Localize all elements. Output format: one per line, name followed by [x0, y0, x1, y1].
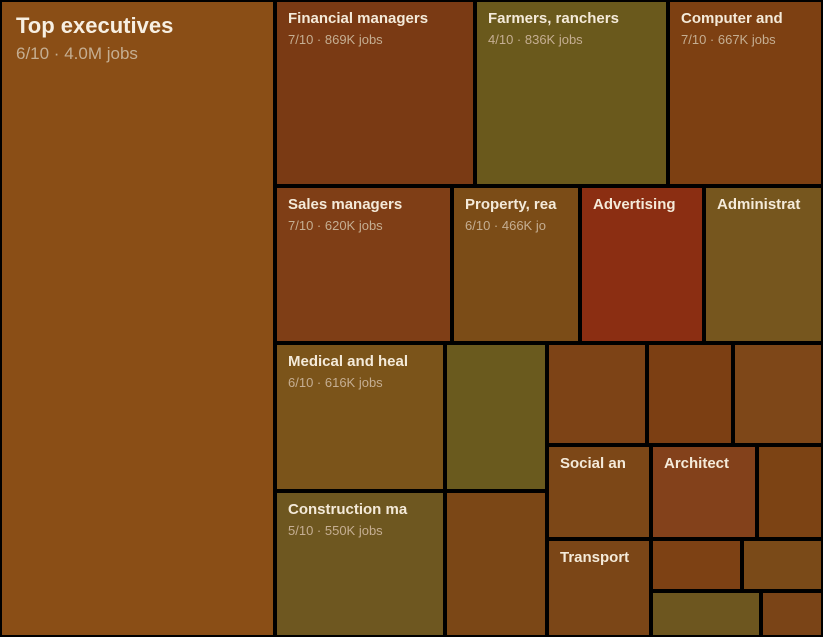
- cell-subtitle: 7/10 · 620K jobs: [288, 217, 383, 233]
- cell-subtitle: 4/10 · 836K jobs: [488, 31, 583, 47]
- treemap-cell-sales-managers[interactable]: Sales managers 7/10 · 620K jobs: [275, 186, 452, 343]
- cell-label: Top executives: [16, 13, 174, 38]
- cell-subtitle: 7/10 · 869K jobs: [288, 31, 383, 47]
- treemap-cell-administrative[interactable]: Administrat: [704, 186, 823, 343]
- treemap-cell-financial-managers[interactable]: Financial managers 7/10 · 869K jobs: [275, 0, 475, 186]
- cell-label: Construction ma: [288, 501, 408, 518]
- cell-label: Financial managers: [288, 10, 429, 27]
- cell-label: Social an: [560, 455, 626, 472]
- treemap-cell-social-and[interactable]: Social an: [547, 445, 651, 539]
- cell-subtitle: 5/10 · 550K jobs: [288, 522, 383, 538]
- treemap-cell-transportation[interactable]: Transport: [547, 539, 651, 637]
- treemap-cell-architectural[interactable]: Architect: [651, 445, 757, 539]
- cell-label: Transport: [560, 549, 630, 566]
- treemap-cell-construction-managers[interactable]: Construction ma 5/10 · 550K jobs: [275, 491, 445, 637]
- treemap-cell-computer-and[interactable]: Computer and 7/10 · 667K jobs: [668, 0, 823, 186]
- cell-label: Property, rea: [465, 196, 557, 213]
- treemap-cell-unlabeled-c4[interactable]: [651, 591, 761, 637]
- cell-label: Computer and: [681, 10, 783, 27]
- treemap-cell-unlabeled-a3[interactable]: [733, 343, 823, 445]
- treemap-cell-medical-and-health[interactable]: Medical and heal 6/10 · 616K jobs: [275, 343, 445, 491]
- treemap-cell-farmers-ranchers[interactable]: Farmers, ranchers 4/10 · 836K jobs: [475, 0, 668, 186]
- treemap-cell-unlabeled-b3[interactable]: [757, 445, 823, 539]
- cell-subtitle: 6/10 · 616K jobs: [288, 374, 383, 390]
- cell-subtitle: 6/10 · 4.0M jobs: [16, 43, 138, 63]
- treemap-cell-unlabeled-mid-upper[interactable]: [445, 343, 547, 491]
- cell-label: Advertising: [593, 196, 676, 213]
- cell-subtitle: 6/10 · 466K jo: [465, 217, 546, 233]
- treemap-cell-advertising[interactable]: Advertising: [580, 186, 704, 343]
- treemap-cell-unlabeled-c2[interactable]: [651, 539, 742, 591]
- cell-label: Administrat: [717, 196, 801, 213]
- cell-label: Farmers, ranchers: [488, 10, 619, 27]
- treemap-cell-top-executives[interactable]: Top executives 6/10 · 4.0M jobs: [0, 0, 275, 637]
- cell-subtitle: 7/10 · 667K jobs: [681, 31, 776, 47]
- treemap-cell-unlabeled-c5[interactable]: [761, 591, 823, 637]
- treemap-cell-unlabeled-mid-lower[interactable]: [445, 491, 547, 637]
- cell-label: Sales managers: [288, 196, 403, 213]
- cell-label: Architect: [664, 455, 730, 472]
- cell-label: Medical and heal: [288, 353, 409, 370]
- treemap-cell-property-real[interactable]: Property, rea 6/10 · 466K jo: [452, 186, 580, 343]
- treemap-cell-unlabeled-a1[interactable]: [547, 343, 647, 445]
- treemap-cell-unlabeled-c3[interactable]: [742, 539, 823, 591]
- treemap-cell-unlabeled-a2[interactable]: [647, 343, 733, 445]
